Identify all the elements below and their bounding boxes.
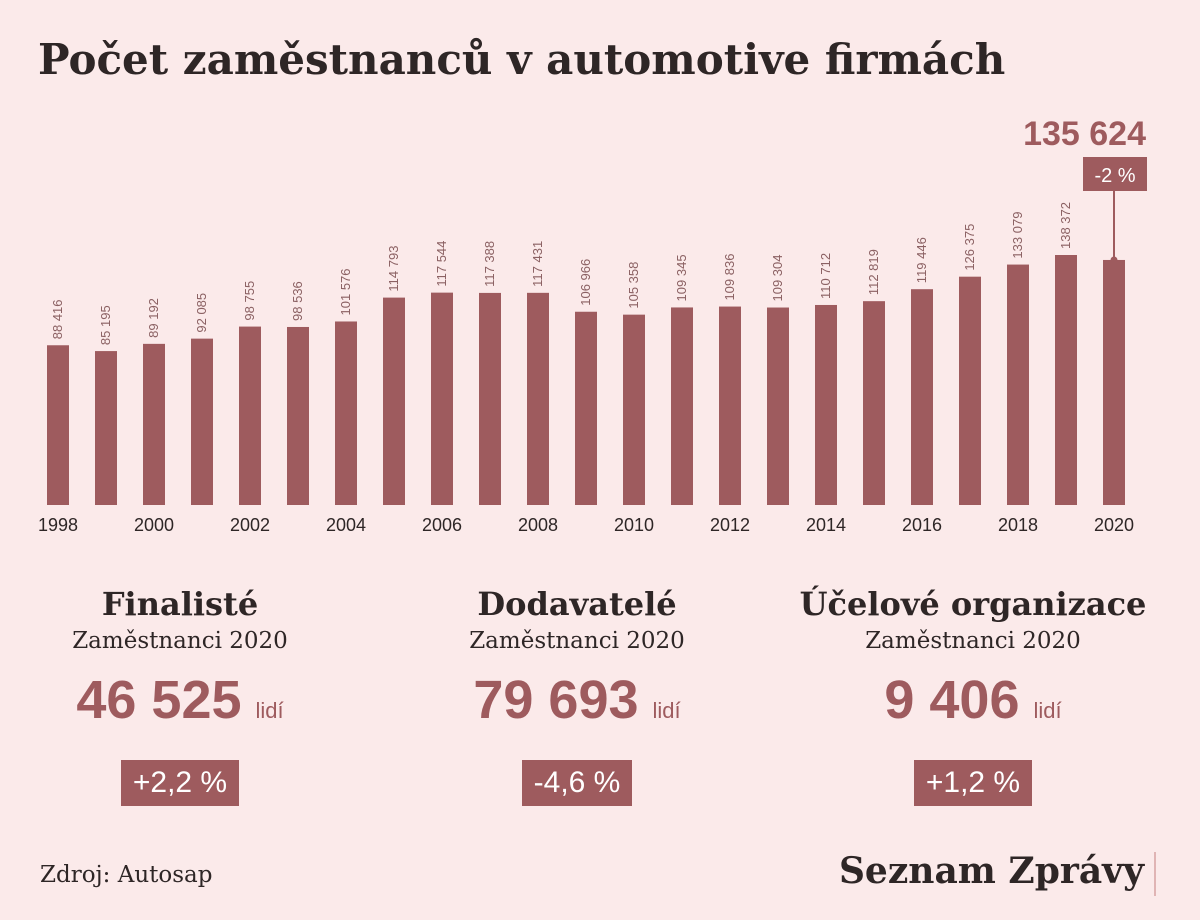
bar: [431, 292, 453, 505]
value-label: 101 576: [338, 268, 353, 315]
bar: [143, 343, 165, 505]
card-title: Účelové organizace: [799, 585, 1147, 623]
value-label: 117 544: [434, 241, 449, 287]
value-label: 109 836: [722, 254, 737, 301]
annotation-box: [1083, 157, 1147, 191]
value-label: 98 755: [242, 281, 257, 321]
bar: [815, 304, 837, 505]
x-tick-label: 2000: [134, 515, 174, 535]
x-tick-label: 2010: [614, 515, 654, 535]
card-title: Dodavatelé: [477, 585, 677, 623]
value-label: 110 712: [818, 253, 833, 299]
bar: [95, 351, 117, 505]
x-tick-label: 2018: [998, 515, 1038, 535]
value-label: 112 819: [866, 249, 881, 295]
bar: [1007, 264, 1029, 505]
x-tick-label: 2012: [710, 515, 750, 535]
source: Zdroj: Autosap: [40, 862, 213, 888]
chart-title: Počet zaměstnanců v automotive firmách: [38, 35, 1005, 84]
bar: [623, 314, 645, 505]
value-label: 138 372: [1058, 202, 1073, 249]
value-label: 92 085: [194, 293, 209, 333]
card-subtitle: Zaměstnanci 2020: [469, 628, 685, 654]
card-value: 46 525: [76, 670, 242, 730]
card-unit: lidí: [652, 698, 681, 723]
x-tick-label: 2002: [230, 515, 270, 535]
bar: [863, 301, 885, 505]
x-tick-label: 1998: [38, 515, 78, 535]
bar: [479, 292, 501, 505]
card-subtitle: Zaměstnanci 2020: [865, 628, 1081, 654]
bar: [911, 289, 933, 505]
card-unit: lidí: [255, 698, 284, 723]
value-label: 109 345: [674, 254, 689, 301]
value-label: 109 304: [770, 255, 785, 302]
bar: [383, 297, 405, 505]
card-subtitle: Zaměstnanci 2020: [72, 628, 288, 654]
bar: [767, 307, 789, 505]
bar: [1055, 255, 1077, 505]
x-tick-label: 2006: [422, 515, 462, 535]
card-value: 79 693: [473, 670, 639, 730]
chart: Počet zaměstnanců v automotive firmách 1…: [38, 35, 1147, 535]
value-label: 117 431: [530, 241, 545, 287]
bar: [287, 326, 309, 505]
value-label: 114 793: [386, 246, 401, 292]
bar: [1103, 259, 1125, 505]
card-change: +2,2 %: [120, 760, 240, 806]
annotation: -2 %: [1094, 165, 1135, 187]
value-label: 88 416: [50, 299, 65, 339]
x-tick-label: 2008: [518, 515, 558, 535]
bar: [239, 326, 261, 505]
value-label: 135 624: [1023, 115, 1146, 153]
value-label: 98 536: [290, 281, 305, 321]
bar: [719, 306, 741, 505]
card-unit: lidí: [1033, 698, 1062, 723]
x-tick-label: 2004: [326, 515, 366, 535]
value-label: 85 195: [98, 305, 113, 345]
value-label: 117 388: [482, 241, 497, 287]
bar: [959, 276, 981, 505]
summary-card: Účelové organizace Zaměstnanci 2020 9 40…: [773, 582, 1173, 806]
annotation-dot: [1110, 256, 1118, 264]
bar: [47, 345, 69, 505]
card-change: -4,6 %: [521, 760, 633, 806]
card-change: +1,2 %: [913, 760, 1033, 806]
value-label: 89 192: [146, 298, 161, 338]
bar: [575, 311, 597, 505]
bar: [671, 307, 693, 505]
value-label: 119 446: [914, 237, 929, 283]
brand: Seznam Zprávy: [838, 850, 1144, 892]
summary-card: Dodavatelé Zaměstnanci 2020 79 693 lidí -…: [377, 582, 777, 806]
x-tick-label: 2014: [806, 515, 846, 535]
value-label: 126 375: [962, 224, 977, 271]
value-label: 105 358: [626, 262, 641, 309]
summary-card: Finalisté Zaměstnanci 2020 46 525 lidí +2…: [0, 582, 380, 806]
x-tick-label: 2016: [902, 515, 942, 535]
value-label: 133 079: [1010, 212, 1025, 259]
bar: [527, 292, 549, 505]
bar: [335, 321, 357, 505]
bar: [191, 338, 213, 505]
brand-divider: [1154, 852, 1156, 896]
card-title: Finalisté: [101, 585, 259, 623]
card-value: 9 406: [884, 670, 1020, 730]
x-tick-label: 2020: [1094, 515, 1134, 535]
value-label: 106 966: [578, 259, 593, 306]
